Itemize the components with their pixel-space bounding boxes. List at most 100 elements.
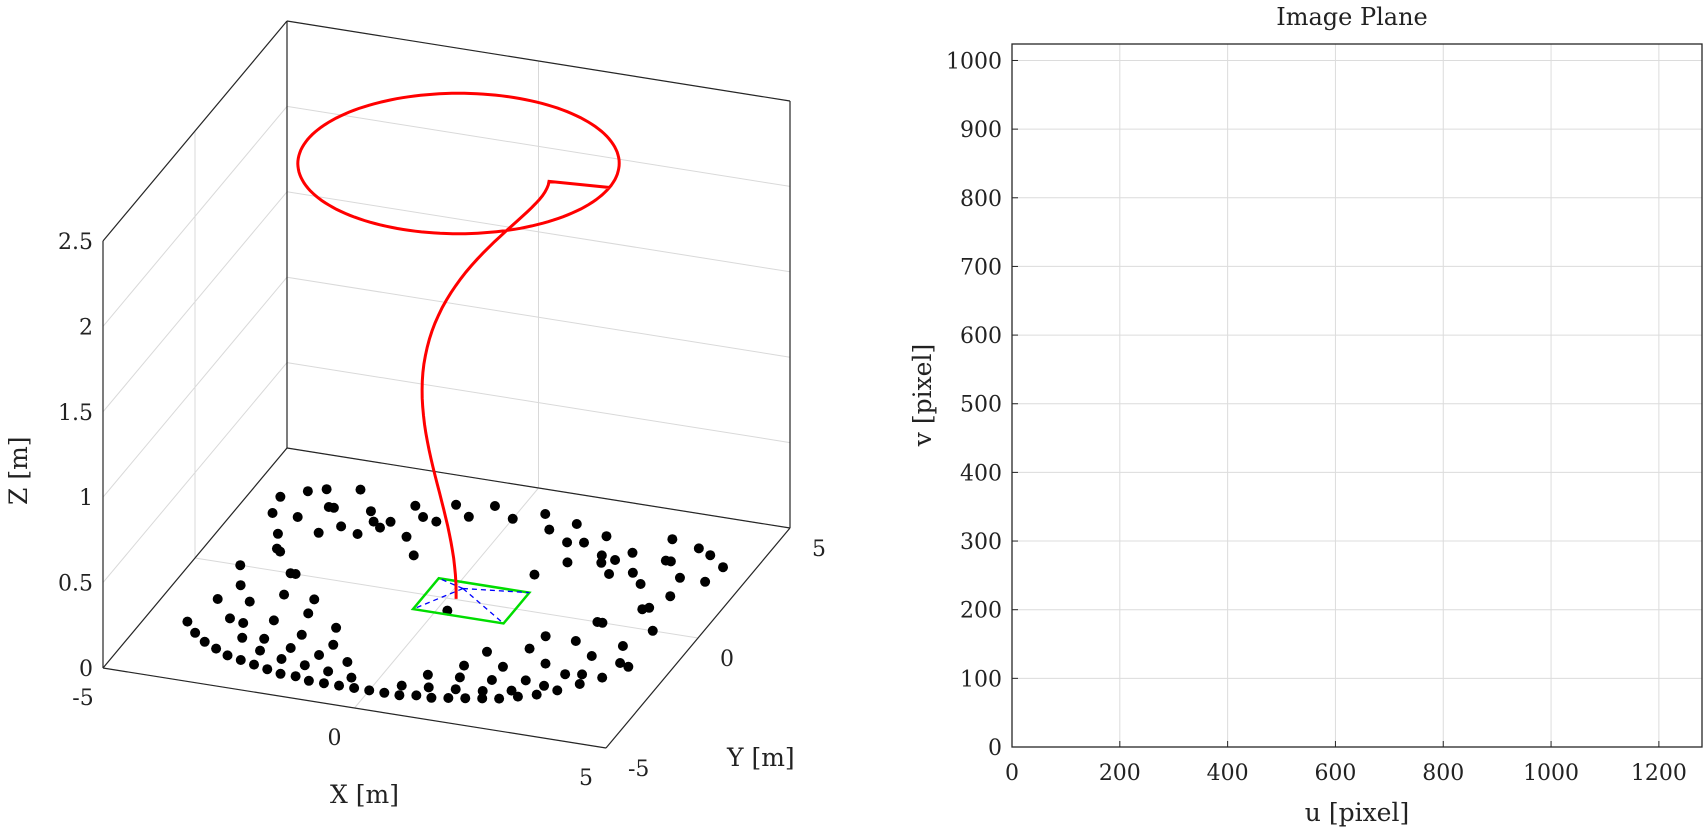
box-edge <box>102 20 288 242</box>
v-tick-label: 700 <box>960 255 1002 280</box>
landmark-point <box>562 557 573 568</box>
landmark-point <box>244 596 255 607</box>
landmark-point <box>290 569 301 579</box>
landmark-point <box>321 484 332 495</box>
landmark-point <box>396 680 407 691</box>
landmark-point <box>318 678 329 689</box>
landmark-point <box>182 616 193 627</box>
image-plane-frame <box>1011 43 1703 748</box>
landmark-point <box>520 675 531 686</box>
plot-3d: 0 0.5 1 1.5 2 2.5 -5 0 5 -5 0 5 X [m] Y [m] Z [m] <box>4 20 826 809</box>
landmark-point <box>364 685 375 696</box>
landmark-point <box>450 684 461 695</box>
ticks-3d: 0 0.5 1 1.5 2 2.5 -5 0 5 -5 0 5 <box>58 230 826 791</box>
landmark-point <box>275 491 286 502</box>
x-tick-label: -5 <box>72 686 93 711</box>
landmark-point <box>635 579 646 589</box>
z-tick-label: 1 <box>79 486 93 511</box>
landmark-point <box>524 643 535 654</box>
landmark-point <box>718 562 729 573</box>
landmark-point <box>507 513 518 524</box>
u-tick-label: 0 <box>1005 761 1019 786</box>
z-tick-label: 0.5 <box>58 572 93 597</box>
landmark-point <box>224 613 235 624</box>
landmark-point <box>463 511 474 522</box>
landmark-point <box>540 509 551 519</box>
landmark-point <box>411 690 422 701</box>
landmark-point <box>577 669 588 680</box>
landmark-point <box>665 591 676 602</box>
image-plane-title: Image Plane <box>1276 3 1428 31</box>
landmark-point <box>349 683 360 693</box>
landmark-point <box>296 629 307 640</box>
landmark-point <box>292 512 303 522</box>
landmark-point <box>481 646 492 657</box>
landmark-point <box>615 658 626 668</box>
landmark-point <box>268 615 279 626</box>
camera-ray <box>462 587 530 594</box>
z-tick-label: 1.5 <box>58 401 93 426</box>
landmark-point <box>302 486 313 497</box>
landmark-point <box>644 602 655 613</box>
landmark-point <box>596 557 607 568</box>
landmark-point <box>249 659 260 670</box>
landmark-point <box>494 693 505 704</box>
landmark-point <box>211 643 222 654</box>
landmark-point <box>627 567 638 578</box>
landmark-point <box>579 537 590 548</box>
box-edge <box>102 667 607 749</box>
u-tick-label: 800 <box>1422 761 1464 786</box>
landmark-point <box>238 618 249 628</box>
y-axis-label: Y [m] <box>726 743 795 772</box>
landmark-point <box>271 543 282 554</box>
landmark-point <box>401 531 412 542</box>
landmark-point <box>346 672 357 683</box>
landmark-point <box>275 668 286 679</box>
grid-2d <box>1011 44 1702 748</box>
grid-floor-y <box>194 557 699 639</box>
landmark-point <box>331 622 342 633</box>
landmark-point <box>601 531 612 542</box>
landmark-point <box>408 550 419 561</box>
landmark-point <box>562 537 573 548</box>
landmark-point <box>342 657 353 667</box>
landmark-point <box>285 643 296 653</box>
v-tick-label: 200 <box>960 599 1002 624</box>
landmark-point <box>394 690 405 701</box>
landmark-point <box>451 499 462 510</box>
landmark-point <box>314 650 325 660</box>
landmark-point <box>235 560 246 571</box>
landmark-point <box>531 689 542 700</box>
u-tick-label: 1200 <box>1631 761 1687 786</box>
trajectory-line <box>296 91 621 599</box>
landmark-point <box>235 580 246 591</box>
box-edge <box>605 527 791 749</box>
landmark-point <box>267 508 278 518</box>
landmark-point <box>597 672 608 683</box>
landmark-point <box>705 550 716 561</box>
axes-box-3d <box>102 20 791 749</box>
landmark-point <box>222 650 233 661</box>
landmark-point <box>477 693 488 704</box>
ticks-2d: 0 200 400 600 800 1000 1200 0 100 200 300 400 500 600… <box>946 49 1687 786</box>
landmark-point <box>674 572 685 583</box>
landmark-point <box>571 519 582 529</box>
u-tick-label: 400 <box>1207 761 1249 786</box>
landmark-point <box>574 679 585 689</box>
landmark-point <box>486 675 497 685</box>
v-tick-label: 800 <box>960 187 1002 212</box>
landmark-point <box>255 645 266 656</box>
landmark-point <box>426 692 437 703</box>
landmark-point <box>460 693 471 704</box>
y-tick-label: 5 <box>812 537 826 562</box>
landmark-point <box>423 682 434 693</box>
v-tick-label: 100 <box>960 667 1002 692</box>
landmark-point <box>627 547 638 558</box>
landmark-point <box>212 594 223 604</box>
landmark-point <box>454 672 465 683</box>
landmark-point <box>506 685 517 696</box>
landmark-point <box>667 534 678 545</box>
landmark-point <box>279 589 290 600</box>
landmark-point <box>190 627 201 638</box>
